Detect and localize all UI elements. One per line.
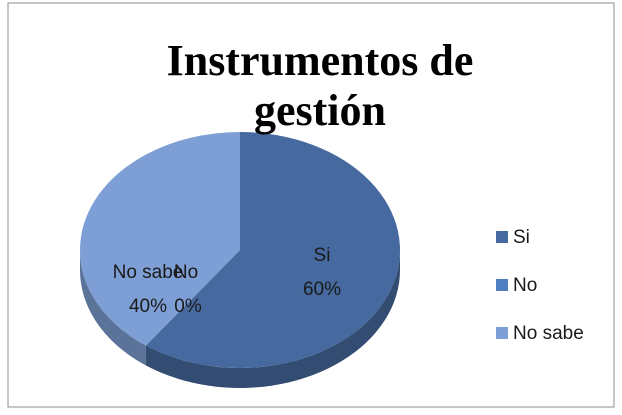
labels: Si 60% No 0% No sabe 40% — [113, 245, 342, 317]
legend-label: No — [513, 275, 537, 296]
data-label-name: Si — [314, 245, 331, 266]
legend-label: Si — [513, 227, 530, 248]
legend-swatch — [496, 279, 508, 291]
legend-swatch — [496, 327, 508, 339]
pie — [80, 132, 400, 388]
chart-title: Instrumentos de gestión — [166, 36, 474, 135]
legend-label: No sabe — [513, 323, 584, 344]
pie-slice — [80, 132, 241, 346]
pie-slice-side — [80, 250, 146, 366]
data-label-name: No — [174, 262, 198, 283]
data-label-value: 60% — [303, 279, 341, 300]
legend-swatch — [496, 231, 508, 243]
data-label-value: 40% — [129, 296, 167, 317]
data-label-name: No sabe — [113, 262, 184, 283]
pie-slice — [145, 132, 400, 368]
data-label-value: 0% — [174, 296, 202, 317]
pie-slice-side — [145, 250, 400, 388]
